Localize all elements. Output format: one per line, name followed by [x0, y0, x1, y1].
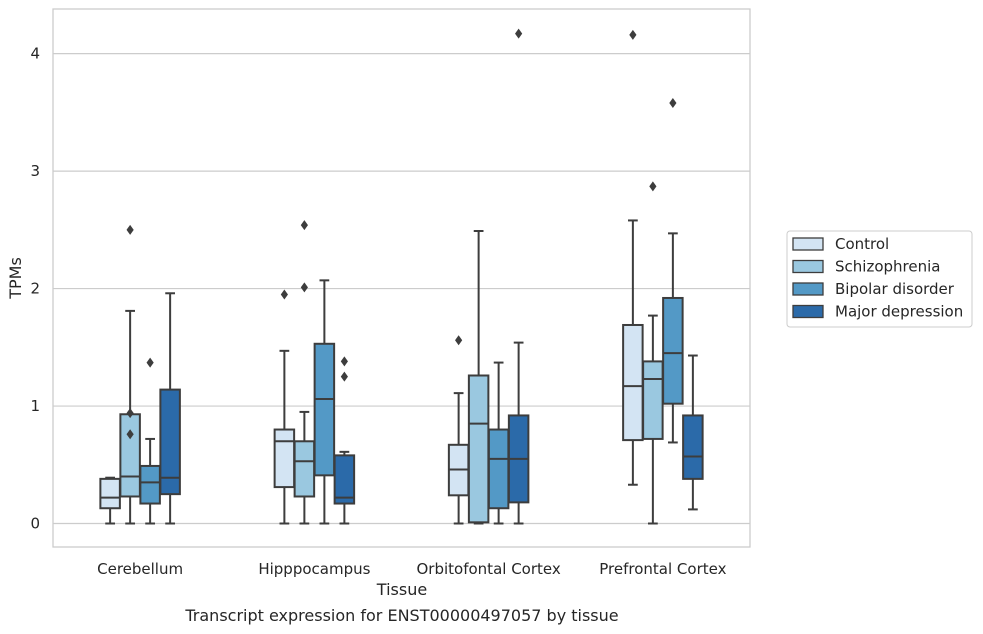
box-iqr	[159, 388, 181, 496]
legend-label: Bipolar disorder	[835, 280, 955, 298]
legend-swatch	[792, 237, 824, 251]
box-1-1	[293, 220, 316, 525]
box-1-3	[333, 356, 356, 525]
legend-label: Schizophrenia	[835, 258, 940, 276]
outlier-point	[649, 181, 657, 192]
legend-label: Control	[835, 235, 889, 253]
legend-swatch	[792, 282, 824, 296]
box-0-3	[159, 292, 181, 525]
box-iqr	[99, 477, 121, 510]
box-iqr	[622, 323, 644, 442]
y-tick-label: 4	[30, 45, 40, 63]
box-iqr	[682, 414, 704, 480]
outlier-point	[340, 356, 348, 367]
box-0-1	[119, 224, 141, 525]
outlier-point	[300, 282, 308, 293]
x-axis-ticks: Cerebellum Hipppocampus Orbitofontal Corte…	[97, 560, 726, 578]
box-2-2	[487, 361, 510, 525]
box-3-3	[682, 354, 704, 511]
legend-swatch	[792, 259, 824, 274]
outlier-point	[300, 220, 308, 231]
x-axis-label: Tissue	[376, 580, 427, 599]
legend-swatch	[792, 304, 824, 319]
outlier-point	[126, 429, 134, 440]
box-iqr	[119, 413, 141, 498]
legend-label: Major depression	[835, 303, 963, 321]
x-tick-label: Orbitofontal Cortex	[417, 560, 561, 578]
chart-caption: Transcript expression for ENST0000049705…	[184, 606, 618, 625]
y-tick-label: 0	[30, 515, 40, 533]
box-iqr	[313, 342, 336, 477]
box-2-1	[467, 230, 490, 525]
box-iqr	[642, 360, 664, 440]
box-2-0	[447, 335, 470, 525]
y-tick-label: 3	[30, 162, 40, 180]
legend-items: Control Schizophrenia Bipolar disorder Majo…	[792, 235, 963, 321]
outlier-point	[515, 28, 523, 39]
box-layer	[99, 28, 704, 525]
outlier-point	[126, 224, 134, 235]
box-iqr	[273, 428, 296, 489]
outlier-point	[669, 97, 677, 108]
x-tick-label: Hipppocampus	[258, 560, 370, 578]
y-axis-ticks: 0 1 2 3 4	[30, 45, 40, 533]
box-3-2	[662, 97, 684, 444]
outlier-point	[455, 335, 463, 346]
box-iqr	[487, 428, 510, 510]
box-iqr	[139, 464, 161, 505]
box-3-1	[642, 181, 664, 525]
outlier-point	[146, 357, 154, 368]
y-tick-label: 1	[30, 397, 40, 415]
box-0-0	[99, 476, 121, 525]
outlier-point	[629, 29, 637, 40]
x-tick-label: Cerebellum	[97, 560, 183, 578]
box-iqr	[662, 296, 684, 405]
box-0-2	[139, 357, 161, 525]
box-2-3	[507, 28, 530, 525]
y-axis-label: TPMs	[6, 257, 25, 300]
box-1-2	[313, 279, 336, 525]
box-iqr	[333, 454, 356, 505]
y-tick-label: 2	[30, 280, 40, 298]
box-iqr	[467, 374, 490, 524]
x-tick-label: Prefrontal Cortex	[599, 560, 726, 578]
outlier-point	[280, 289, 288, 300]
legend: Control Schizophrenia Bipolar disorder Majo…	[786, 230, 973, 328]
outlier-point	[340, 371, 348, 382]
plot-frame	[52, 8, 751, 548]
legend-frame	[786, 230, 973, 328]
box-iqr	[293, 440, 316, 498]
grid-layer	[53, 53, 750, 525]
box-3-0	[622, 29, 644, 486]
outlier-point	[126, 408, 134, 419]
